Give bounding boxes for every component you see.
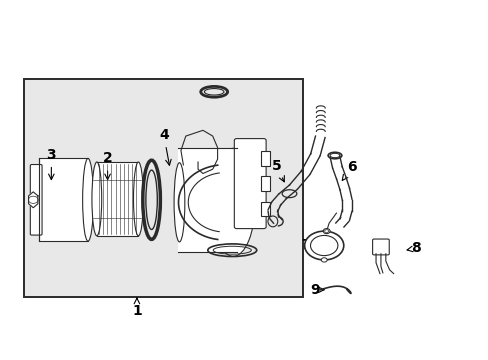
Ellipse shape xyxy=(174,163,184,242)
Text: 8: 8 xyxy=(406,242,420,255)
Text: 1: 1 xyxy=(132,298,142,318)
Polygon shape xyxy=(28,192,38,208)
Circle shape xyxy=(321,258,326,262)
Bar xyxy=(97,162,138,236)
Bar xyxy=(178,148,237,252)
Circle shape xyxy=(304,231,343,260)
FancyBboxPatch shape xyxy=(234,139,265,229)
Text: 9: 9 xyxy=(310,283,323,297)
Ellipse shape xyxy=(92,162,102,236)
Text: 7: 7 xyxy=(300,238,313,252)
Text: 4: 4 xyxy=(159,128,171,165)
Text: 3: 3 xyxy=(46,148,56,180)
Text: 2: 2 xyxy=(102,152,112,180)
Text: 6: 6 xyxy=(342,161,356,180)
Bar xyxy=(24,79,303,297)
Bar xyxy=(261,176,269,191)
Text: 5: 5 xyxy=(271,159,284,182)
Bar xyxy=(261,202,269,216)
FancyBboxPatch shape xyxy=(372,239,388,255)
Ellipse shape xyxy=(82,158,93,241)
Bar xyxy=(261,151,269,166)
FancyBboxPatch shape xyxy=(30,165,42,235)
Ellipse shape xyxy=(133,162,143,236)
FancyBboxPatch shape xyxy=(39,158,88,241)
Circle shape xyxy=(323,229,329,234)
Ellipse shape xyxy=(211,148,255,256)
